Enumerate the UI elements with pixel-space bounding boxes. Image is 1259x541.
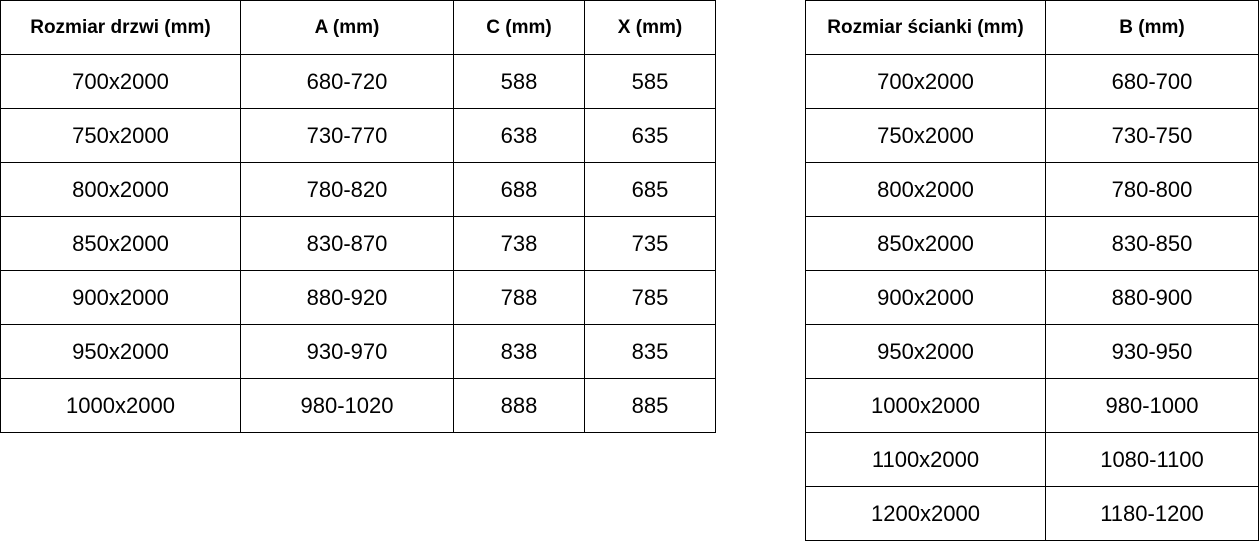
table-header-row: Rozmiar ścianki (mm) B (mm) (805, 0, 1259, 55)
table-cell: 730-750 (1045, 108, 1259, 163)
table-cell: 885 (584, 378, 716, 433)
table-cell: 735 (584, 216, 716, 271)
table-cell: 835 (584, 324, 716, 379)
table-cell: 1080-1100 (1045, 432, 1259, 487)
table-cell: 1180-1200 (1045, 486, 1259, 541)
column-header: A (mm) (240, 0, 454, 55)
table-cell: 800x2000 (0, 162, 241, 217)
table-header-row: Rozmiar drzwi (mm) A (mm) C (mm) X (mm) (0, 0, 716, 55)
table-cell: 1000x2000 (0, 378, 241, 433)
table-cell: 900x2000 (805, 270, 1046, 325)
table-row: 750x2000 730-750 (805, 108, 1259, 163)
table-cell: 850x2000 (805, 216, 1046, 271)
table-cell: 850x2000 (0, 216, 241, 271)
table-cell: 1200x2000 (805, 486, 1046, 541)
table-cell: 930-950 (1045, 324, 1259, 379)
table-row: 700x2000 680-720 588 585 (0, 54, 716, 109)
table-cell: 738 (453, 216, 585, 271)
table-cell: 588 (453, 54, 585, 109)
table-row: 1000x2000 980-1020 888 885 (0, 378, 716, 433)
table-row: 900x2000 880-900 (805, 270, 1259, 325)
column-header: Rozmiar ścianki (mm) (805, 0, 1046, 55)
table-cell: 730-770 (240, 108, 454, 163)
table-cell: 750x2000 (0, 108, 241, 163)
table-cell: 950x2000 (805, 324, 1046, 379)
table-row: 850x2000 830-870 738 735 (0, 216, 716, 271)
table-cell: 830-870 (240, 216, 454, 271)
table-cell: 950x2000 (0, 324, 241, 379)
table-cell: 930-970 (240, 324, 454, 379)
table-cell: 750x2000 (805, 108, 1046, 163)
table-cell: 900x2000 (0, 270, 241, 325)
table-cell: 980-1020 (240, 378, 454, 433)
table-cell: 880-900 (1045, 270, 1259, 325)
table-cell: 1100x2000 (805, 432, 1046, 487)
column-header: C (mm) (453, 0, 585, 55)
table-row: 700x2000 680-700 (805, 54, 1259, 109)
table-cell: 888 (453, 378, 585, 433)
table-cell: 830-850 (1045, 216, 1259, 271)
column-header: B (mm) (1045, 0, 1259, 55)
table-row: 750x2000 730-770 638 635 (0, 108, 716, 163)
table-row: 850x2000 830-850 (805, 216, 1259, 271)
table-row: 800x2000 780-800 (805, 162, 1259, 217)
table-cell: 635 (584, 108, 716, 163)
table-cell: 980-1000 (1045, 378, 1259, 433)
table-cell: 838 (453, 324, 585, 379)
table-cell: 780-800 (1045, 162, 1259, 217)
table-cell: 638 (453, 108, 585, 163)
table-cell: 688 (453, 162, 585, 217)
table-row: 1100x2000 1080-1100 (805, 432, 1259, 487)
table-cell: 785 (584, 270, 716, 325)
door-size-table: Rozmiar drzwi (mm) A (mm) C (mm) X (mm) 700… (0, 0, 716, 433)
table-row: 1000x2000 980-1000 (805, 378, 1259, 433)
table-row: 900x2000 880-920 788 785 (0, 270, 716, 325)
column-header: X (mm) (584, 0, 716, 55)
table-cell: 685 (584, 162, 716, 217)
table-row: 950x2000 930-970 838 835 (0, 324, 716, 379)
table-cell: 1000x2000 (805, 378, 1046, 433)
table-row: 800x2000 780-820 688 685 (0, 162, 716, 217)
table-cell: 800x2000 (805, 162, 1046, 217)
table-cell: 788 (453, 270, 585, 325)
table-row: 1200x2000 1180-1200 (805, 486, 1259, 541)
wall-size-table: Rozmiar ścianki (mm) B (mm) 700x2000 680-7… (805, 0, 1259, 541)
table-cell: 700x2000 (0, 54, 241, 109)
table-cell: 680-700 (1045, 54, 1259, 109)
table-cell: 680-720 (240, 54, 454, 109)
table-cell: 880-920 (240, 270, 454, 325)
table-row: 950x2000 930-950 (805, 324, 1259, 379)
column-header: Rozmiar drzwi (mm) (0, 0, 241, 55)
table-cell: 700x2000 (805, 54, 1046, 109)
table-cell: 585 (584, 54, 716, 109)
table-cell: 780-820 (240, 162, 454, 217)
